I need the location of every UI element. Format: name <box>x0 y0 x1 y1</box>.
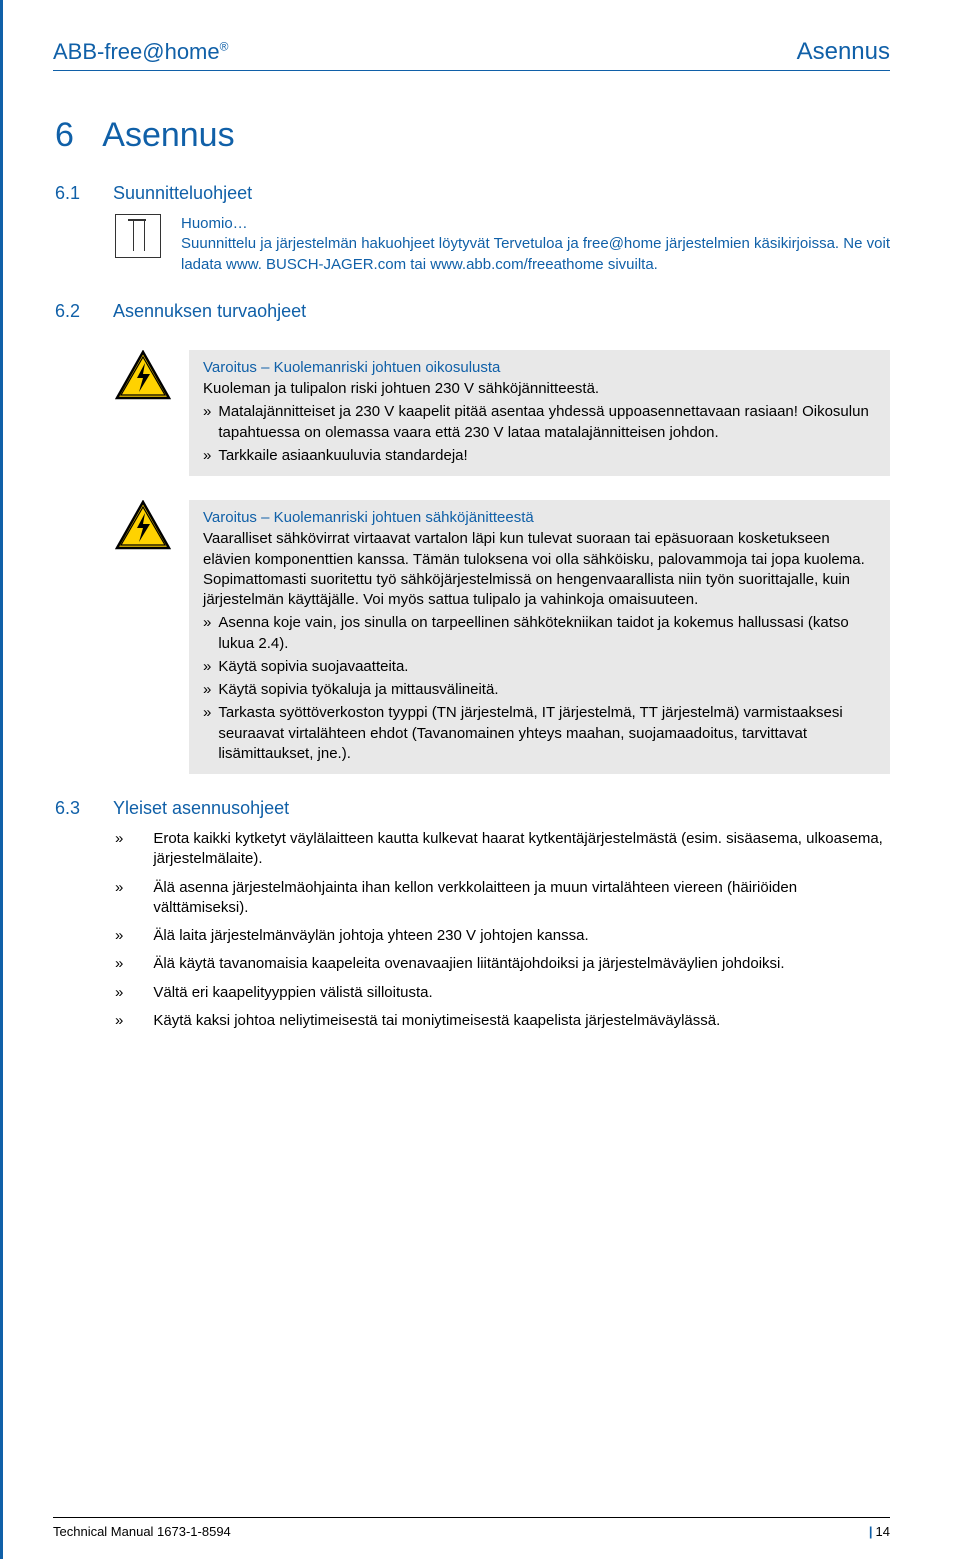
page-title: 6 Asennus <box>53 116 890 155</box>
warning-para: Vaaralliset sähkövirrat virtaavat vartal… <box>203 529 876 570</box>
footer-doc: Technical Manual 1673-1-8594 <box>53 1524 231 1539</box>
item-text: Erota kaikki kytketyt väylälaitteen kaut… <box>153 829 890 870</box>
bullet-text: Käytä sopivia työkaluja ja mittausväline… <box>218 680 498 700</box>
bullet-text: Matalajännitteiset ja 230 V kaapelit pit… <box>218 402 876 443</box>
brand-reg: ® <box>220 40 229 54</box>
warning-content: Varoitus – Kuolemanriski johtuen sähköjä… <box>189 500 890 774</box>
section-label: Asennus <box>797 38 890 66</box>
note-block: Huomio… Suunnittelu ja järjestelmän haku… <box>115 214 890 275</box>
warning-title: Varoitus – Kuolemanriski johtuen oikosul… <box>203 358 876 378</box>
item-text: Käytä kaksi johtoa neliytimeisestä tai m… <box>153 1011 720 1031</box>
sec-title: Suunnitteluohjeet <box>113 183 252 203</box>
bullet-item: »Käytä sopivia suojavaatteita. <box>203 657 876 677</box>
bullet-item: »Tarkkaile asiaankuuluvia standardeja! <box>203 446 876 466</box>
warning-block-1: Varoitus – Kuolemanriski johtuen oikosul… <box>115 350 890 476</box>
heading-6-2: 6.2Asennuksen turvaohjeet <box>53 301 890 322</box>
warning-para: Kuoleman ja tulipalon riski johtuen 230 … <box>203 379 876 399</box>
warning-title: Varoitus – Kuolemanriski johtuen sähköjä… <box>203 508 876 528</box>
sec-title: Asennuksen turvaohjeet <box>113 301 306 321</box>
title-num: 6 <box>55 116 74 154</box>
heading-6-1: 6.1Suunnitteluohjeet <box>53 183 890 204</box>
list-item: »Älä laita järjestelmänväylän johtoja yh… <box>115 926 890 946</box>
bullet-text: Tarkasta syöttöverkoston tyyppi (TN järj… <box>218 703 876 764</box>
bullet-item: »Käytä sopivia työkaluja ja mittausvälin… <box>203 680 876 700</box>
page-header: ABB-free@home® Asennus <box>53 38 890 71</box>
bullet-item: »Matalajännitteiset ja 230 V kaapelit pi… <box>203 402 876 443</box>
warning-block-2: Varoitus – Kuolemanriski johtuen sähköjä… <box>115 500 890 774</box>
title-text: Asennus <box>102 116 234 154</box>
warning-icon <box>115 350 171 404</box>
item-text: Älä käytä tavanomaisia kaapeleita ovenav… <box>153 954 784 974</box>
bullet-text: Käytä sopivia suojavaatteita. <box>218 657 408 677</box>
list-item: »Vältä eri kaapelityyppien välistä sillo… <box>115 983 890 1003</box>
bullet-text: Asenna koje vain, jos sinulla on tarpeel… <box>218 613 876 654</box>
warning-para: Sopimattomasti suoritettu työ sähköjärje… <box>203 570 876 611</box>
list-item: »Älä asenna järjestelmäohjainta ihan kel… <box>115 878 890 919</box>
brand: ABB-free@home® <box>53 39 228 65</box>
note-icon <box>115 214 161 258</box>
list-item: »Älä käytä tavanomaisia kaapeleita ovena… <box>115 954 890 974</box>
heading-6-3: 6.3Yleiset asennusohjeet <box>53 798 890 819</box>
item-text: Älä laita järjestelmänväylän johtoja yht… <box>153 926 588 946</box>
warning-icon <box>115 500 171 554</box>
item-text: Älä asenna järjestelmäohjainta ihan kell… <box>153 878 890 919</box>
bullet-item: »Tarkasta syöttöverkoston tyyppi (TN jär… <box>203 703 876 764</box>
list-item: »Käytä kaksi johtoa neliytimeisestä tai … <box>115 1011 890 1031</box>
item-text: Vältä eri kaapelityyppien välistä silloi… <box>153 983 432 1003</box>
brand-text: ABB-free@home <box>53 39 220 64</box>
page-number: 14 <box>876 1524 890 1539</box>
sec-num: 6.3 <box>55 798 113 819</box>
list-item: »Erota kaikki kytketyt väylälaitteen kau… <box>115 829 890 870</box>
note-title: Huomio… <box>181 214 890 234</box>
sec-num: 6.2 <box>55 301 113 322</box>
page-footer: Technical Manual 1673-1-8594 |14 <box>53 1517 890 1539</box>
bullet-item: »Asenna koje vain, jos sinulla on tarpee… <box>203 613 876 654</box>
footer-page: |14 <box>869 1524 890 1539</box>
sec-num: 6.1 <box>55 183 113 204</box>
note-text: Huomio… Suunnittelu ja järjestelmän haku… <box>181 214 890 275</box>
note-body: Suunnittelu ja järjestelmän hakuohjeet l… <box>181 234 890 275</box>
instruction-list: »Erota kaikki kytketyt väylälaitteen kau… <box>115 829 890 1031</box>
sec-title: Yleiset asennusohjeet <box>113 798 289 818</box>
warning-content: Varoitus – Kuolemanriski johtuen oikosul… <box>189 350 890 476</box>
bullet-text: Tarkkaile asiaankuuluvia standardeja! <box>218 446 467 466</box>
